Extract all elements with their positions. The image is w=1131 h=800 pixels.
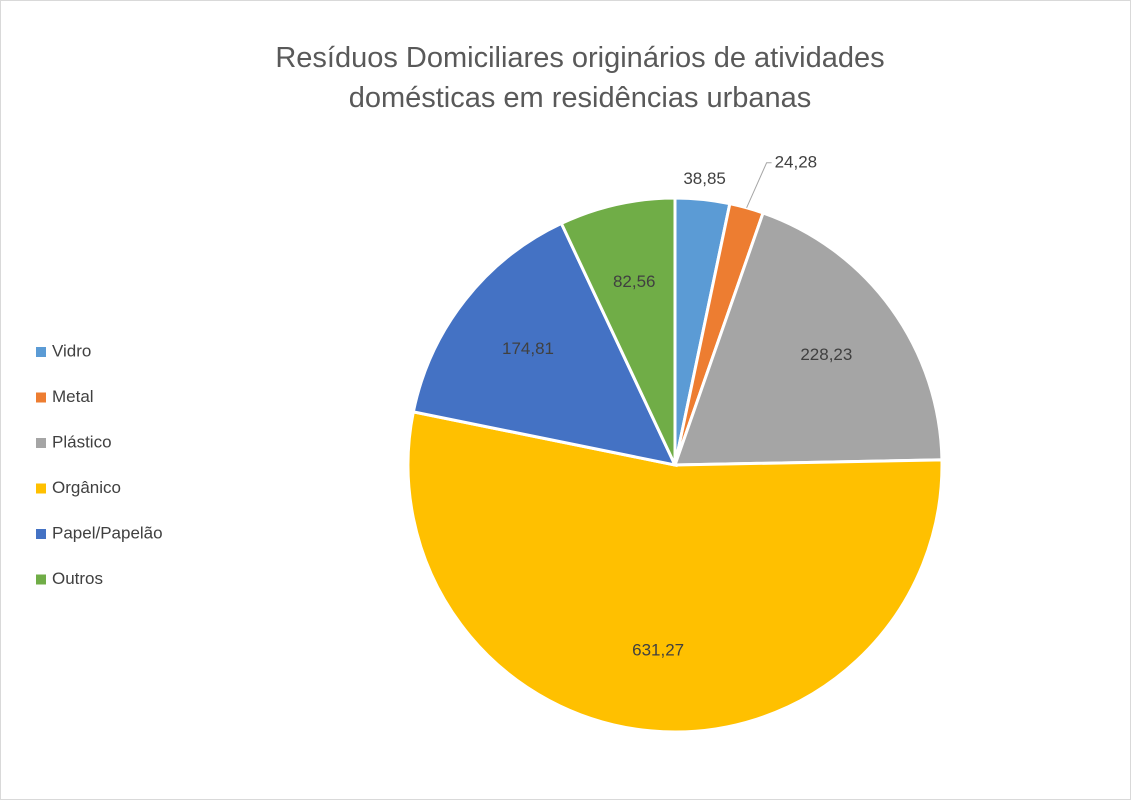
data-label: 631,27 <box>632 641 684 660</box>
pie-slice <box>411 221 678 468</box>
data-label: 228,23 <box>800 345 852 364</box>
pie-slice <box>672 211 944 467</box>
legend-label: Papel/Papelão <box>52 523 163 542</box>
legend-swatch <box>36 438 46 448</box>
chart-title: Resíduos Domiciliares originários de ati… <box>275 42 885 114</box>
legend-swatch <box>36 392 46 403</box>
pie-slice <box>559 196 677 466</box>
legend-swatch <box>36 574 46 585</box>
legend-swatch <box>36 483 46 494</box>
legend-label: Outros <box>52 569 103 588</box>
legend-label: Vidro <box>52 341 91 360</box>
legend-label: Plástico <box>52 432 112 451</box>
data-label: 174,81 <box>502 339 554 358</box>
legend-label: Metal <box>52 387 94 406</box>
pie-slice <box>406 410 944 734</box>
leader-line <box>746 162 772 208</box>
legend-swatch <box>36 529 46 539</box>
data-label: 24,28 <box>775 152 818 171</box>
data-label: 38,85 <box>683 169 726 188</box>
legend-label: Orgânico <box>52 478 121 497</box>
legend-swatch <box>36 347 46 357</box>
data-label: 82,56 <box>613 272 656 291</box>
